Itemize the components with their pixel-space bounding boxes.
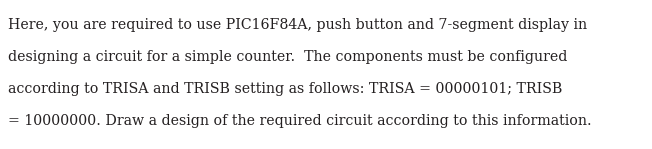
Text: designing a circuit for a simple counter.  The components must be configured: designing a circuit for a simple counter…: [8, 50, 567, 64]
Text: Here, you are required to use PIC16F84A, push button and 7-segment display in: Here, you are required to use PIC16F84A,…: [8, 18, 587, 32]
Text: = 10000000. Draw a design of the required circuit according to this information.: = 10000000. Draw a design of the require…: [8, 114, 591, 128]
Text: according to TRISA and TRISB setting as follows: TRISA = 00000101; TRISB: according to TRISA and TRISB setting as …: [8, 82, 562, 96]
